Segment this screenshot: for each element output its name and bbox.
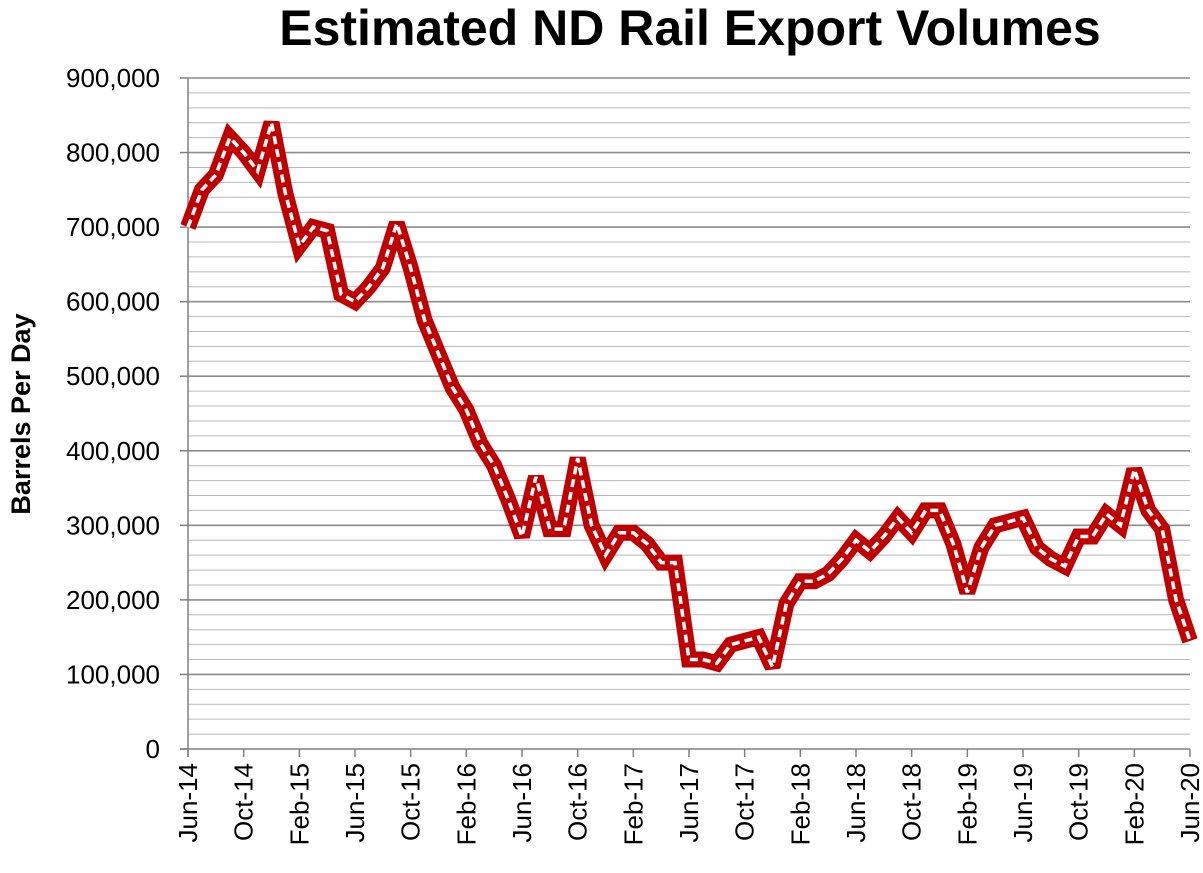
y-tick-label: 200,000 <box>66 585 160 615</box>
y-tick-label: 400,000 <box>66 436 160 466</box>
x-tick-label: Jun-16 <box>507 763 537 843</box>
x-tick-label: Feb-20 <box>1119 763 1149 845</box>
x-tick-label: Feb-18 <box>785 763 815 845</box>
y-tick-label: 600,000 <box>66 287 160 317</box>
y-tick-label: 800,000 <box>66 138 160 168</box>
x-tick-label: Oct-17 <box>730 763 760 841</box>
x-tick-label: Jun-17 <box>674 763 704 843</box>
x-tick-label: Jun-19 <box>1008 763 1038 843</box>
x-tick-label: Jun-18 <box>841 763 871 843</box>
x-tick-label: Feb-16 <box>451 763 481 845</box>
grid-lines <box>188 77 1190 735</box>
y-tick-label: 300,000 <box>66 510 160 540</box>
x-tick-label: Jun-15 <box>340 763 370 843</box>
chart-title: Estimated ND Rail Export Volumes <box>279 0 1101 56</box>
y-tick-label: 100,000 <box>66 659 160 689</box>
y-tick-label: 700,000 <box>66 212 160 242</box>
y-tick-label: 500,000 <box>66 361 160 391</box>
y-tick-label: 0 <box>146 734 160 764</box>
x-tick-label: Oct-18 <box>897 763 927 841</box>
x-tick-label: Feb-17 <box>618 763 648 845</box>
y-axis-label: Barrels Per Day <box>6 313 36 514</box>
series-line <box>180 120 1198 673</box>
x-tick-label: Feb-19 <box>952 763 982 845</box>
y-tick-labels: 0 100,000 200,000 300,000 400,000 500,000 600,… <box>66 63 160 764</box>
x-tick-label: Feb-15 <box>284 763 314 845</box>
x-tick-labels: Jun-14 Oct-14 Feb-15 Jun-15 Oct-15 Feb-16 Jun-… <box>173 763 1203 845</box>
x-tick-label: Oct-15 <box>396 763 426 841</box>
x-tick-label: Oct-14 <box>229 763 259 841</box>
axes <box>180 77 1191 757</box>
x-tick-label: Jun-20 <box>1175 763 1203 843</box>
x-tick-label: Oct-16 <box>563 763 593 841</box>
x-tick-label: Oct-19 <box>1064 763 1094 841</box>
y-tick-label: 900,000 <box>66 63 160 93</box>
x-tick-label: Jun-14 <box>173 763 203 843</box>
